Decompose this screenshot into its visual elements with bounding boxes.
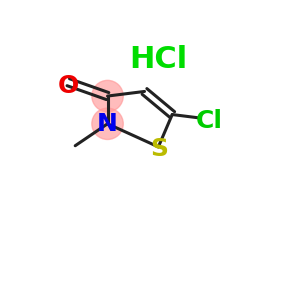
Circle shape (92, 108, 123, 140)
Text: Cl: Cl (196, 110, 223, 134)
Text: S: S (151, 137, 169, 161)
Circle shape (92, 80, 123, 112)
Text: HCl: HCl (129, 45, 188, 74)
Text: N: N (97, 112, 118, 136)
Text: O: O (58, 74, 79, 98)
